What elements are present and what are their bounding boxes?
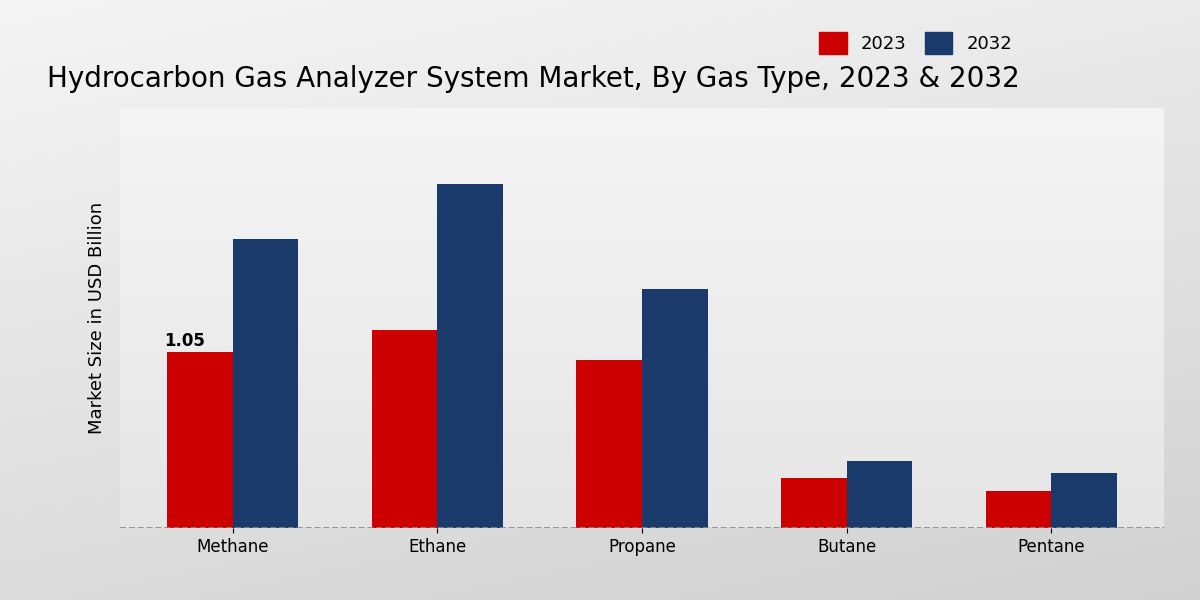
Bar (576, 360, 642, 528)
Bar (986, 491, 1051, 528)
Bar (781, 478, 847, 528)
Bar (847, 461, 912, 528)
Bar (372, 330, 437, 528)
Bar (1051, 473, 1117, 528)
Bar (233, 239, 298, 528)
Bar (642, 289, 708, 528)
Text: Hydrocarbon Gas Analyzer System Market, By Gas Type, 2023 & 2032: Hydrocarbon Gas Analyzer System Market, … (47, 65, 1020, 93)
Legend: 2023, 2032: 2023, 2032 (812, 25, 1019, 61)
Text: 1.05: 1.05 (164, 332, 205, 350)
Bar (167, 352, 233, 528)
Bar (437, 184, 503, 528)
Y-axis label: Market Size in USD Billion: Market Size in USD Billion (88, 202, 106, 434)
